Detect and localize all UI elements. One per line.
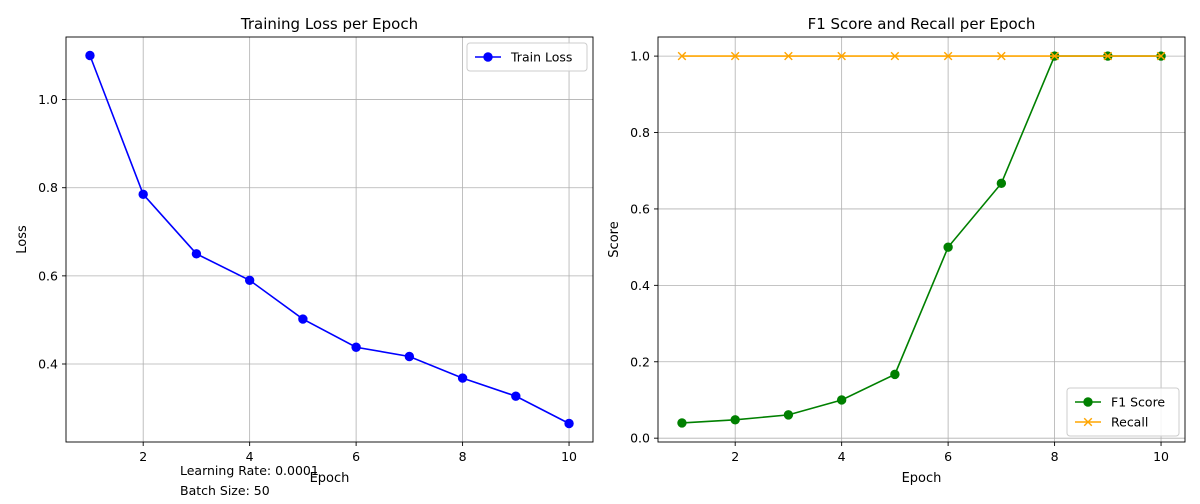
- data-point-stroke-b: [997, 51, 1006, 61]
- data-point: [783, 410, 794, 420]
- series-0: [85, 50, 574, 429]
- data-point: [730, 51, 740, 61]
- data-point: [996, 178, 1007, 189]
- data-point: [191, 249, 202, 259]
- axes-frame: [657, 36, 1186, 443]
- data-point-stroke-b: [1050, 51, 1059, 61]
- data-point: [244, 275, 255, 285]
- y-tick-label: 1.0: [630, 49, 650, 64]
- data-point: [351, 342, 361, 352]
- data-point-stroke-b: [943, 51, 953, 61]
- legend-label: Recall: [1111, 415, 1148, 430]
- data-point: [837, 51, 846, 61]
- y-axis-label: Score: [607, 221, 622, 257]
- loss-chart: 2 4 6 8 10 0.4 0.6 0.8 1.0 Training Loss per Epoc…: [15, 15, 594, 486]
- data-point: [1103, 51, 1113, 61]
- y-tick-label: 0.0: [630, 431, 650, 446]
- y-tick-label: 0.8: [38, 180, 58, 195]
- series-0: [677, 51, 1166, 428]
- batch-size-note: Batch Size: 50: [180, 483, 270, 498]
- x-tick-label: 4: [246, 449, 254, 464]
- data-point: [943, 242, 953, 252]
- data-point-stroke-b: [730, 51, 740, 61]
- learning-rate-note: Learning Rate: 0.0001: [180, 463, 319, 478]
- data-point-stroke-b: [1103, 51, 1113, 61]
- series-line: [89, 55, 570, 425]
- data-point: [836, 395, 847, 405]
- data-point: [564, 418, 574, 429]
- data-point: [677, 51, 687, 61]
- legend-box: [1066, 387, 1180, 437]
- axes-frame: [65, 36, 594, 443]
- data-point-stroke-b: [784, 51, 793, 61]
- legend-item: Train Loss: [475, 50, 572, 65]
- y-tick-label: 0.6: [38, 268, 58, 283]
- data-point: [85, 50, 95, 61]
- legend-item: Recall: [1075, 415, 1148, 430]
- x-tick-label: 6: [944, 449, 952, 464]
- legend-marker: [1083, 417, 1093, 427]
- y-tick-label: 1.0: [38, 92, 58, 107]
- data-point: [1050, 51, 1059, 61]
- y-axis-label: Loss: [15, 225, 30, 254]
- legend: Train Loss: [466, 42, 588, 72]
- data-point-stroke-b: [1156, 51, 1166, 61]
- legend-marker: [483, 52, 493, 62]
- x-tick-label: 8: [1051, 449, 1059, 464]
- chart-title: F1 Score and Recall per Epoch: [808, 15, 1036, 33]
- data-point-stroke-b: [837, 51, 846, 61]
- y-tick-label: 0.2: [630, 354, 650, 369]
- x-tick-label: 10: [1153, 449, 1169, 464]
- legend: F1 Score Recall: [1066, 387, 1180, 437]
- legend-box: [466, 42, 588, 72]
- series-line: [681, 55, 1162, 424]
- x-axis-label: Epoch: [902, 471, 942, 486]
- x-tick-label: 10: [561, 449, 577, 464]
- data-point: [943, 51, 953, 61]
- x-tick-label: 6: [352, 449, 360, 464]
- x-tick-label: 8: [459, 449, 467, 464]
- data-point: [730, 415, 740, 425]
- legend-label: Train Loss: [510, 50, 572, 65]
- y-tick-label: 0.6: [630, 201, 650, 216]
- x-tick-label: 2: [731, 449, 739, 464]
- legend-marker-stroke-b: [1083, 417, 1093, 427]
- data-point: [677, 418, 687, 428]
- series-1: [677, 51, 1166, 61]
- f1-recall-chart: 2 4 6 8 10 0.0 0.2 0.4 0.6 0.8 1.0 F1 Score and Rec…: [607, 15, 1186, 486]
- x-tick-label: 4: [838, 449, 846, 464]
- chart-title: Training Loss per Epoch: [240, 15, 418, 33]
- legend-marker: [1083, 397, 1093, 407]
- data-point: [890, 369, 900, 380]
- data-point: [404, 351, 415, 362]
- y-tick-label: 0.4: [630, 278, 650, 293]
- data-point: [298, 314, 308, 324]
- x-axis-label: Epoch: [310, 471, 350, 486]
- data-point: [1156, 51, 1166, 61]
- x-tick-label: 2: [139, 449, 147, 464]
- data-point: [138, 189, 148, 200]
- data-point: [890, 51, 900, 61]
- data-point: [511, 391, 521, 401]
- data-point: [997, 51, 1006, 61]
- data-point: [457, 373, 468, 383]
- y-tick-label: 0.8: [630, 125, 650, 140]
- legend-label: F1 Score: [1111, 395, 1165, 410]
- data-point: [784, 51, 793, 61]
- y-tick-label: 0.4: [38, 356, 58, 371]
- legend-item: F1 Score: [1075, 395, 1165, 410]
- data-point-stroke-b: [677, 51, 687, 61]
- data-point-stroke-b: [890, 51, 900, 61]
